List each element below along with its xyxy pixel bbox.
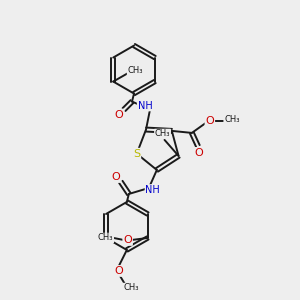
Text: CH₃: CH₃: [155, 129, 170, 138]
Text: O: O: [206, 116, 214, 126]
Text: CH₃: CH₃: [224, 116, 240, 124]
Text: O: O: [112, 172, 120, 182]
Text: CH₃: CH₃: [98, 233, 113, 242]
Text: CH₃: CH₃: [128, 66, 143, 75]
Text: NH: NH: [146, 185, 160, 195]
Text: O: O: [123, 235, 132, 245]
Text: S: S: [133, 149, 140, 159]
Text: O: O: [115, 110, 123, 119]
Text: NH: NH: [138, 100, 152, 110]
Text: O: O: [194, 148, 203, 158]
Text: O: O: [115, 266, 123, 276]
Text: CH₃: CH₃: [123, 284, 139, 292]
